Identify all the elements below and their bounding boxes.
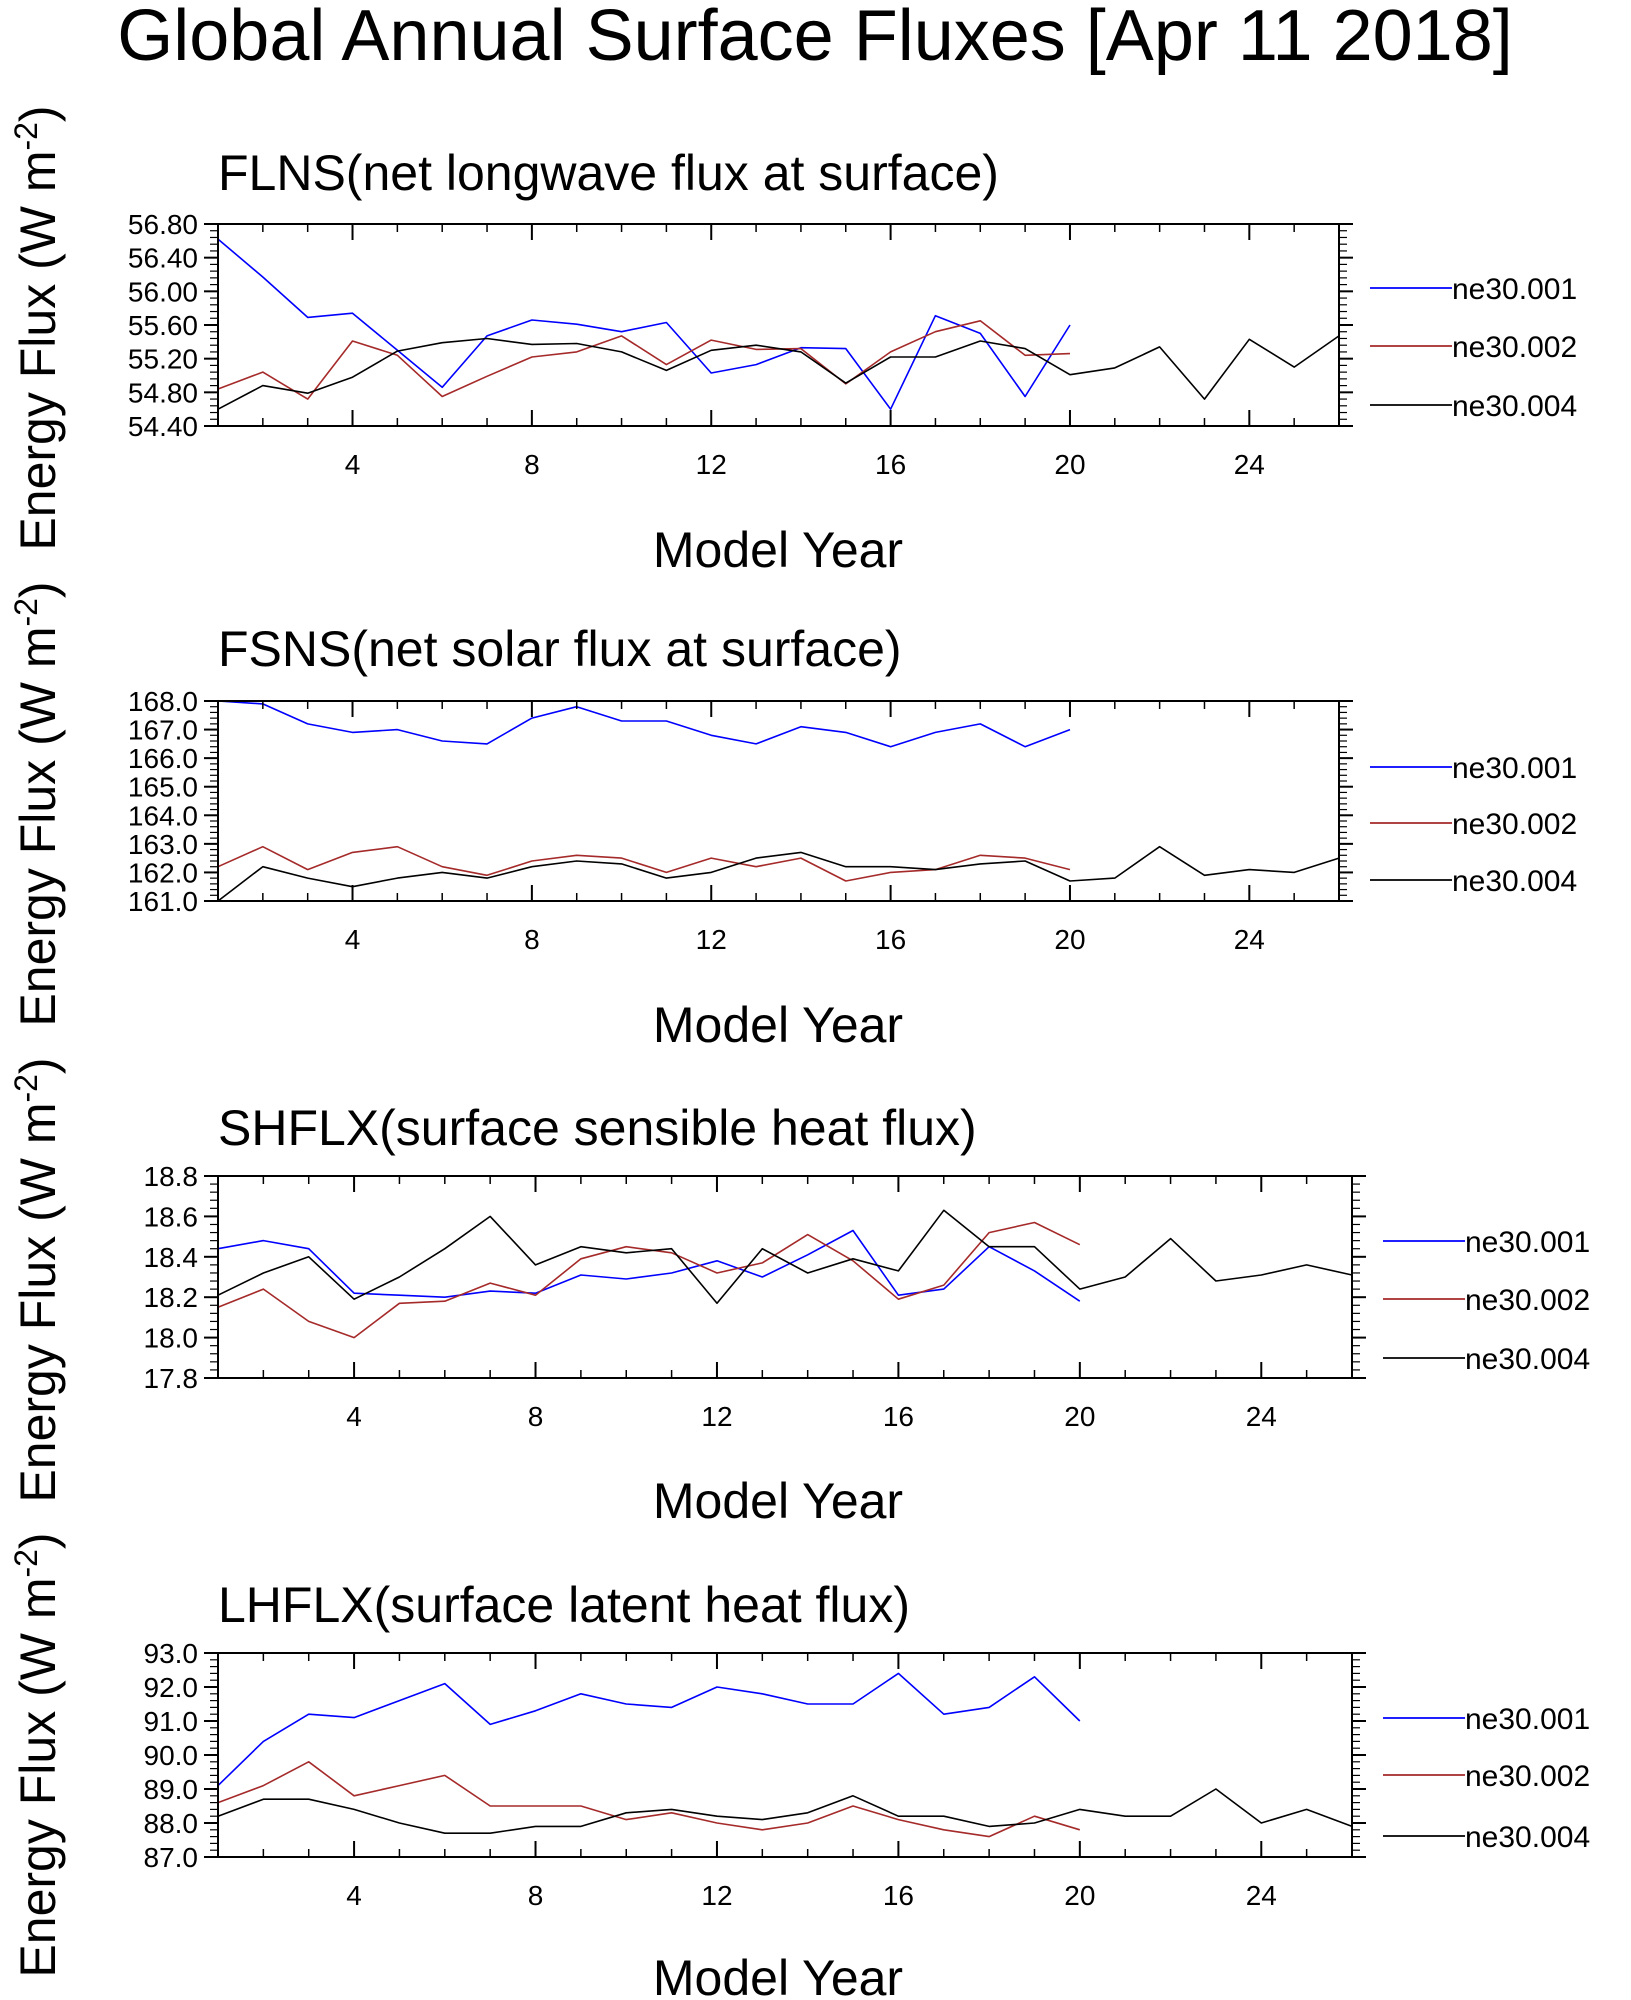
series-line-ne30.004 [217, 335, 1340, 410]
x-tick-label: 20 [1064, 1401, 1095, 1432]
y-tick-label: 18.0 [144, 1323, 199, 1354]
y-tick-label: 18.8 [144, 1161, 199, 1192]
x-axis-label: Model Year [653, 1473, 903, 1529]
series-line-ne30.001 [217, 238, 1071, 411]
panel-title: SHFLX(surface sensible heat flux) [218, 1100, 977, 1156]
y-tick-label: 56.80 [128, 209, 198, 240]
x-tick-label: 16 [875, 924, 906, 955]
series-line-ne30.004 [217, 845, 1340, 902]
y-tick-label: 88.0 [144, 1808, 199, 1839]
chart-panel-3: SHFLX(surface sensible heat flux) 4 8 12 16 2… [8, 1057, 1590, 1529]
legend-label-ne30.001: ne30.001 [1452, 752, 1577, 785]
y-tick-label: 162.0 [128, 857, 198, 888]
y-tick-label: 163.0 [128, 829, 198, 860]
y-tick-label: 18.6 [144, 1201, 199, 1232]
x-tick-label: 4 [346, 1880, 362, 1911]
y-tick-label: 56.00 [128, 276, 198, 307]
x-tick-label: 16 [875, 449, 906, 480]
legend-label-ne30.001: ne30.001 [1452, 273, 1577, 306]
plot-frame [217, 1175, 1353, 1379]
x-tick-label: 16 [883, 1401, 914, 1432]
x-tick-label: 24 [1234, 449, 1265, 480]
chart-panels: FLNS(net longwave flux at surface) 4 8 12 16… [8, 105, 1590, 2000]
y-tick-label: 168.0 [128, 686, 198, 717]
x-tick-label: 20 [1054, 449, 1085, 480]
legend-label-ne30.002: ne30.002 [1452, 808, 1577, 841]
legend-label-ne30.001: ne30.001 [1465, 1703, 1590, 1736]
series-line-ne30.004 [217, 1209, 1353, 1305]
x-tick-label: 24 [1234, 924, 1265, 955]
series-line-ne30.002 [217, 1221, 1081, 1339]
panel-title: FLNS(net longwave flux at surface) [218, 145, 999, 201]
legend-label-ne30.004: ne30.004 [1452, 865, 1577, 898]
legend-label-ne30.004: ne30.004 [1465, 1821, 1590, 1854]
series-line-ne30.001 [217, 1672, 1081, 1787]
x-tick-label: 8 [528, 1880, 544, 1911]
y-tick-label: 164.0 [128, 800, 198, 831]
y-tick-label: 87.0 [144, 1842, 199, 1873]
series-line-ne30.001 [217, 1229, 1081, 1302]
legend-label-ne30.002: ne30.002 [1465, 1760, 1590, 1793]
series-line-ne30.002 [217, 319, 1071, 400]
series-line-ne30.002 [217, 845, 1071, 882]
x-tick-label: 8 [528, 1401, 544, 1432]
x-tick-label: 4 [345, 449, 361, 480]
y-tick-label: 18.2 [144, 1282, 199, 1313]
x-tick-label: 16 [883, 1880, 914, 1911]
x-tick-label: 4 [346, 1401, 362, 1432]
x-tick-label: 24 [1246, 1401, 1277, 1432]
y-axis-label: Energy Flux (W m-2) [8, 1532, 66, 1977]
series-line-ne30.004 [217, 1788, 1353, 1834]
y-tick-label: 56.40 [128, 243, 198, 274]
panel-title: FSNS(net solar flux at surface) [218, 621, 902, 677]
legend-label-ne30.004: ne30.004 [1452, 390, 1577, 423]
x-tick-label: 24 [1246, 1880, 1277, 1911]
x-tick-label: 8 [524, 449, 540, 480]
chart-panel-2: FSNS(net solar flux at surface) 4 8 12 16 20 2… [8, 581, 1577, 1053]
panel-title: LHFLX(surface latent heat flux) [218, 1577, 910, 1633]
y-tick-label: 91.0 [144, 1706, 199, 1737]
figure-title: Global Annual Surface Fluxes [Apr 11 201… [117, 0, 1513, 76]
y-tick-label: 55.60 [128, 310, 198, 341]
x-tick-label: 12 [701, 1880, 732, 1911]
legend-label-ne30.002: ne30.002 [1452, 331, 1577, 364]
x-tick-label: 12 [701, 1401, 732, 1432]
plot-frame [217, 700, 1340, 902]
series-line-ne30.001 [217, 700, 1071, 748]
y-tick-label: 17.8 [144, 1363, 199, 1394]
y-tick-label: 167.0 [128, 715, 198, 746]
legend-label-ne30.004: ne30.004 [1465, 1343, 1590, 1376]
y-tick-label: 18.4 [144, 1242, 199, 1273]
chart-panel-4: LHFLX(surface latent heat flux) 4 8 12 16 20 2… [8, 1532, 1590, 2000]
x-tick-label: 12 [696, 924, 727, 955]
y-tick-label: 55.20 [128, 344, 198, 375]
y-axis-label: Energy Flux (W m-2) [8, 105, 66, 550]
y-tick-label: 90.0 [144, 1740, 199, 1771]
x-axis-label: Model Year [653, 522, 903, 578]
legend-label-ne30.001: ne30.001 [1465, 1226, 1590, 1259]
y-tick-label: 161.0 [128, 886, 198, 917]
y-tick-label: 165.0 [128, 772, 198, 803]
y-tick-label: 54.40 [128, 411, 198, 442]
y-tick-label: 93.0 [144, 1638, 199, 1669]
plot-frame [217, 223, 1340, 427]
chart-panel-1: FLNS(net longwave flux at surface) 4 8 12 16… [8, 105, 1577, 578]
legend-label-ne30.002: ne30.002 [1465, 1284, 1590, 1317]
x-tick-label: 20 [1064, 1880, 1095, 1911]
x-tick-label: 20 [1054, 924, 1085, 955]
y-axis-label: Energy Flux (W m-2) [8, 1057, 66, 1502]
x-tick-label: 12 [696, 449, 727, 480]
y-tick-label: 54.80 [128, 377, 198, 408]
x-axis-label: Model Year [653, 997, 903, 1053]
y-tick-label: 166.0 [128, 743, 198, 774]
y-tick-label: 92.0 [144, 1672, 199, 1703]
y-tick-label: 89.0 [144, 1774, 199, 1805]
x-tick-label: 8 [524, 924, 540, 955]
x-axis-label: Model Year [653, 1950, 903, 2000]
series-line-ne30.002 [217, 1761, 1081, 1838]
y-axis-label: Energy Flux (W m-2) [8, 581, 66, 1026]
x-tick-label: 4 [345, 924, 361, 955]
